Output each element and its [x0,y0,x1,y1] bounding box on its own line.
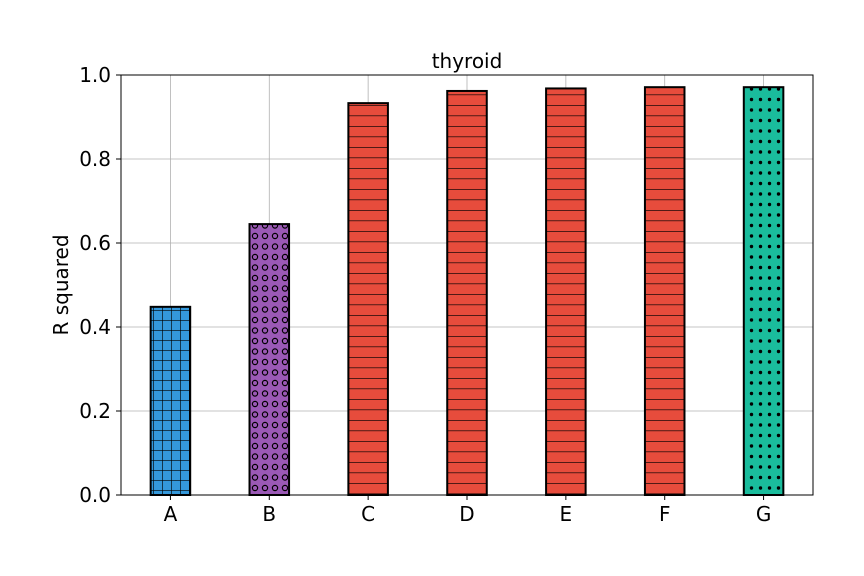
bar-hatch [447,90,487,496]
bar-hatch [546,88,586,495]
x-axis-ticks: A B C D E F G [164,495,772,526]
bar-D [446,89,488,497]
bar-E [545,87,587,496]
bar-C [347,102,389,496]
x-tick-label: A [164,502,178,526]
bar-F [643,86,686,497]
x-tick-label: B [262,502,276,526]
x-tick-label: E [560,502,573,526]
x-tick-label: D [459,502,474,526]
y-tick-label: 0.0 [79,483,111,507]
x-tick-label: C [361,502,375,526]
bar-B [248,223,291,496]
y-tick-label: 0.6 [79,231,111,255]
y-tick-label: 0.4 [79,315,111,339]
x-tick-label: G [756,502,772,526]
bar-hatch [644,87,685,496]
bar-hatch [348,103,388,495]
bar-hatch [743,87,784,496]
bar-hatch [249,224,290,495]
chart-title: thyroid [432,49,503,73]
x-tick-label: F [659,502,671,526]
bar-G [742,86,785,497]
y-tick-label: 0.8 [79,147,111,171]
bar-A [149,305,192,496]
y-axis-ticks: 0.0 0.2 0.4 0.6 0.8 1.0 [79,63,121,507]
y-axis-title: R squared [49,234,73,335]
bars [149,86,785,497]
y-tick-label: 1.0 [79,63,111,87]
bar-hatch [150,306,191,495]
y-tick-label: 0.2 [79,399,111,423]
